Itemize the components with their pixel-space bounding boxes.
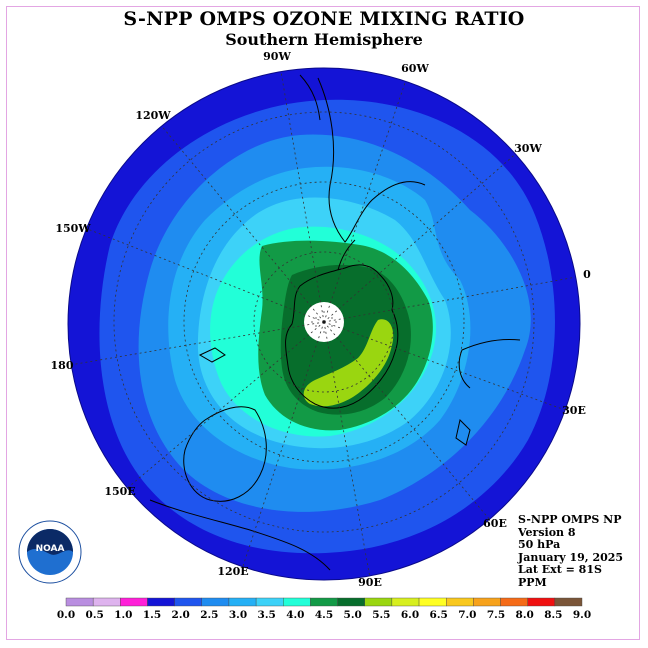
colorbar-cell (310, 597, 338, 607)
antarctic-peninsula (337, 239, 356, 271)
colorbar-cell (527, 597, 556, 607)
longitude-label: 30W (514, 142, 542, 155)
pole-dots (311, 311, 337, 333)
instrument-label: S-NPP OMPS NP (518, 513, 622, 526)
colorbar-tick-label: 7.5 (487, 609, 505, 620)
colorbar-tick-label: 3.5 (258, 609, 276, 620)
longitude-labels: 90W 60W 30W 0 30E 60E 90E 120E 150E 180 150W 120W (51, 50, 592, 589)
pressure-label: 50 hPa (518, 538, 561, 552)
colorbar-cell (473, 597, 501, 607)
colorbar-tick-label: 4.5 (315, 609, 333, 620)
colorbar-tick-label: 0.0 (57, 609, 75, 620)
colorbar-tick-label: 5.5 (372, 609, 390, 620)
australia-coast (183, 406, 267, 502)
colorbar-tick-label: 2.0 (172, 609, 190, 620)
colorbar-tick-label: 3.0 (229, 609, 247, 620)
longitude-label: 120W (135, 109, 171, 122)
coastlines (149, 74, 521, 571)
colorbar-cell (228, 597, 257, 607)
lat-ext-label: Lat Ext = 81S (518, 563, 602, 577)
colorbar-cell (120, 597, 148, 607)
colorbar-tick-label: 4.0 (286, 609, 304, 620)
contour-5-5 (303, 319, 394, 407)
colorbar-tick-label: 0.5 (86, 609, 104, 620)
colorbar-cell (65, 597, 94, 607)
figure-frame (6, 6, 640, 640)
indonesia-coast (149, 499, 331, 571)
colorbar-tick-label: 1.0 (114, 609, 132, 620)
colorbar-ticks: 0.0 0.5 1.0 1.5 2.0 2.5 3.0 3.5 4.0 4.5 5.0 5.5 6.0 6… (57, 609, 591, 620)
longitude-label: 150E (104, 485, 135, 498)
colorbar-cell (418, 597, 447, 607)
colorbar-tick-label: 9.0 (573, 609, 591, 620)
colorbar-cell (147, 597, 175, 607)
colorbar-cell (201, 597, 230, 607)
colorbar-cell (500, 597, 528, 607)
longitude-label: 90E (358, 576, 382, 589)
info-panel: S-NPP OMPS NP Version 8 50 hPa January 1… (518, 513, 624, 590)
colorbar-cell (364, 597, 393, 607)
longitude-label: 30E (562, 404, 586, 417)
units-label: PPM (518, 575, 547, 589)
madagascar-coast (455, 419, 471, 446)
colorbar-cell (337, 597, 365, 607)
colorbar-cell (283, 597, 311, 607)
colorbar-tick-label: 2.5 (200, 609, 218, 620)
colorbar: 0.0 0.5 1.0 1.5 2.0 2.5 3.0 3.5 4.0 4.5 5.0 5.5 6.0 6… (57, 597, 591, 620)
new-zealand-coast (198, 347, 226, 363)
colorbar-cell (255, 597, 284, 607)
longitude-label: 180 (51, 359, 74, 372)
south-america-coast-east (299, 74, 321, 121)
longitude-label: 60W (401, 62, 429, 75)
longitude-label: 60E (483, 517, 507, 530)
colorbar-tick-label: 8.5 (544, 609, 562, 620)
africa-coast (458, 339, 521, 389)
date-label: January 19, 2025 (518, 550, 624, 564)
latitude-grid (113, 111, 535, 533)
colorbar-cell (174, 597, 202, 607)
colorbar-tick-label: 6.5 (430, 609, 448, 620)
antarctica-coast (285, 264, 399, 409)
map-title: S-NPP OMPS OZONE MIXING RATIO (123, 8, 525, 30)
colorbar-cells (65, 597, 583, 607)
version-label: Version 8 (518, 525, 576, 539)
noaa-logo: NOAA (18, 520, 82, 584)
south-america-coast (317, 77, 426, 243)
colorbar-tick-label: 6.0 (401, 609, 419, 620)
contour-5-0 (280, 264, 411, 415)
colorbar-cell (554, 597, 583, 607)
longitude-label: 120E (217, 565, 248, 578)
colorbar-tick-label: 7.0 (458, 609, 476, 620)
longitude-label: 90W (263, 50, 291, 63)
map-subtitle: Southern Hemisphere (225, 30, 423, 49)
colorbar-tick-label: 1.5 (143, 609, 161, 620)
colorbar-tick-label: 8.0 (516, 609, 534, 620)
noaa-logo-text: NOAA (36, 544, 65, 554)
longitude-grid (69, 68, 580, 579)
colorbar-cell (446, 597, 474, 607)
longitude-label: 0 (583, 268, 591, 281)
colorbar-cell (92, 597, 121, 607)
colorbar-tick-label: 5.0 (344, 609, 362, 620)
longitude-label: 150W (55, 222, 91, 235)
colorbar-cell (391, 597, 420, 607)
